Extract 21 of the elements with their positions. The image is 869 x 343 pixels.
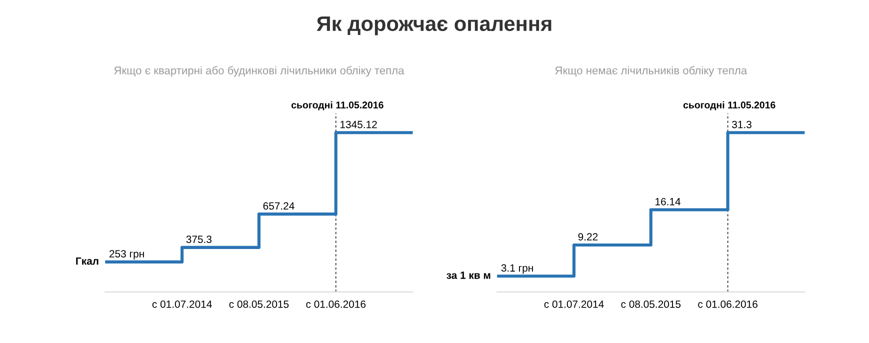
x-tick-label: с 08.05.2015 [621, 300, 681, 308]
chart-title: Як дорожчає опалення [316, 16, 552, 36]
data-label: 16.14 [656, 198, 680, 206]
x-tick-label: с 08.05.2015 [229, 300, 289, 308]
data-label: 253 грн [110, 250, 144, 260]
x-tick-label: с 01.06.2016 [698, 300, 758, 308]
data-label: 3.1 грн [501, 264, 533, 274]
data-label: 31.3 [732, 120, 752, 128]
chart-subtitle: Якщо є квартирні або будинкові лічильники обліку тепла [114, 66, 404, 77]
data-label: 375.3 [186, 236, 212, 244]
ref-line-label: сьогодні 11.05.2016 [683, 101, 776, 110]
x-tick-label: с 01.07.2014 [544, 300, 604, 308]
data-label: 9.22 [578, 233, 598, 241]
chart-subtitle: Якщо немає лічильників обліку тепла [555, 66, 748, 77]
y-axis-title: за 1 кв м [446, 272, 490, 279]
y-axis-title: Гкал [76, 257, 98, 265]
data-label: 657.24 [263, 202, 294, 210]
x-tick-label: с 01.06.2016 [306, 300, 366, 308]
data-label: 1345.12 [340, 120, 377, 128]
x-tick-label: с 01.07.2014 [152, 300, 212, 308]
ref-line-label: сьогодні 11.05.2016 [291, 101, 384, 110]
